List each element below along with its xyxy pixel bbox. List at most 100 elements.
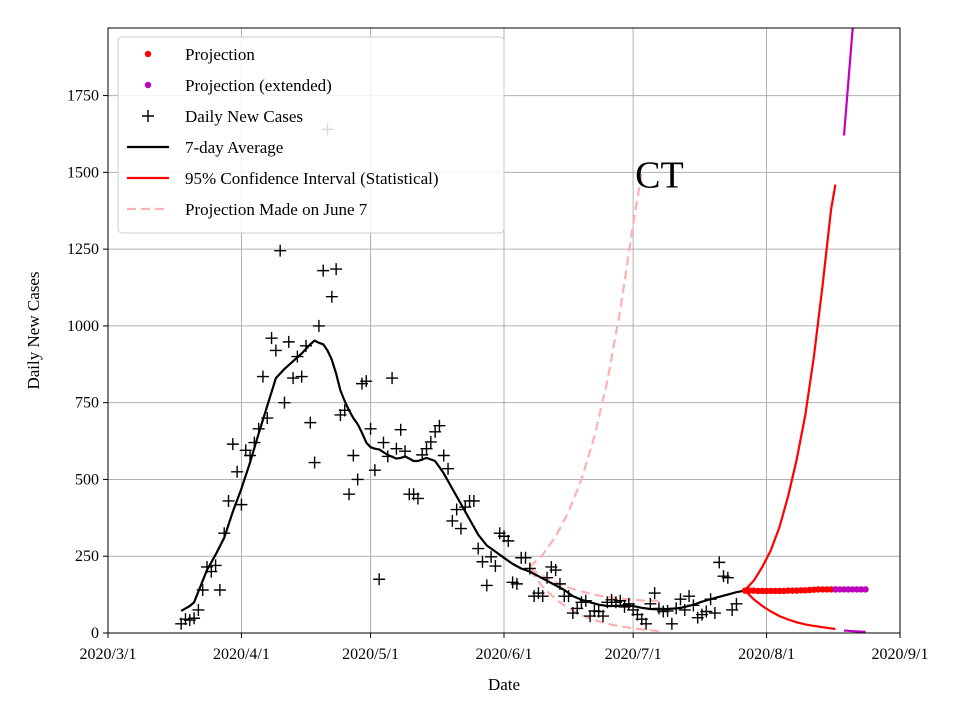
data-point <box>467 494 480 507</box>
series-projection-extended-3 <box>832 586 869 593</box>
data-point <box>640 617 653 630</box>
data-point <box>411 492 424 505</box>
data-point <box>476 555 489 568</box>
series-line <box>529 172 643 568</box>
data-point <box>420 442 433 455</box>
legend-label: Projection (extended) <box>185 76 332 95</box>
data-point <box>862 586 869 593</box>
data-point <box>269 344 282 357</box>
data-point <box>480 579 493 592</box>
series-unlabeled-line-9 <box>529 567 659 602</box>
series-95-confidence-interval-statistical-4 <box>744 184 837 591</box>
plot-area <box>175 28 869 633</box>
series-projection-made-on-june-7-8 <box>529 172 643 568</box>
data-point <box>424 435 437 448</box>
legend-label: 7-day Average <box>185 138 283 157</box>
data-point <box>536 590 549 603</box>
legend-entry: Projection (extended) <box>144 76 332 95</box>
series-line <box>842 28 854 136</box>
data-point <box>304 416 317 429</box>
x-tick-label: 2020/6/1 <box>476 646 533 663</box>
data-point <box>442 462 455 475</box>
legend-label: Projection <box>185 45 255 64</box>
data-point <box>519 551 532 564</box>
data-point <box>644 597 657 610</box>
annotation-label: CT <box>635 154 684 196</box>
data-point <box>265 332 278 345</box>
data-point <box>708 607 721 620</box>
data-point <box>721 571 734 584</box>
data-point <box>343 488 356 501</box>
data-point <box>622 597 635 610</box>
data-point <box>222 494 235 507</box>
x-axis: 2020/3/1 2020/4/1 2020/5/1 2020/6/1 2020/7/1… <box>80 633 929 663</box>
data-point <box>485 550 498 563</box>
data-point <box>700 605 713 618</box>
data-point <box>351 473 364 486</box>
legend-label: 95% Confidence Interval (Statistical) <box>185 169 439 188</box>
data-point <box>287 372 300 385</box>
data-point <box>213 584 226 597</box>
data-point <box>433 419 446 432</box>
data-point <box>235 498 248 511</box>
y-tick-label: 250 <box>75 548 99 565</box>
legend-label: Projection Made on June 7 <box>185 200 368 219</box>
series-line <box>744 184 837 591</box>
x-axis-label: Date <box>488 675 520 694</box>
legend: Projection Projection (extended) Daily New… <box>117 36 505 234</box>
data-point <box>278 396 291 409</box>
data-point <box>368 464 381 477</box>
data-point <box>274 244 287 257</box>
data-point <box>399 445 411 458</box>
x-tick-label: 2020/4/1 <box>213 646 270 663</box>
data-point <box>648 587 661 600</box>
data-point <box>360 375 373 388</box>
x-tick-label: 2020/5/1 <box>342 646 399 663</box>
series-line <box>843 629 866 633</box>
data-point <box>549 564 562 577</box>
data-point <box>510 577 523 590</box>
data-point <box>209 559 222 572</box>
legend-marker <box>142 110 154 122</box>
legend-box <box>117 36 505 234</box>
data-point <box>312 319 325 332</box>
data-point <box>192 603 205 616</box>
x-tick-label: 2020/8/1 <box>738 646 795 663</box>
legend-entry: Projection <box>144 45 255 64</box>
data-point <box>665 617 678 630</box>
series-line <box>744 589 836 631</box>
y-tick-label: 1500 <box>67 164 99 181</box>
data-point <box>472 542 485 555</box>
y-axis-label: Daily New Cases <box>24 271 43 389</box>
legend-entry: 95% Confidence Interval (Statistical) <box>127 169 439 188</box>
data-point <box>188 612 201 625</box>
legend-marker <box>144 50 152 58</box>
data-point <box>446 514 459 527</box>
y-tick-label: 1750 <box>67 88 99 105</box>
data-point <box>364 422 377 435</box>
data-point <box>325 290 338 303</box>
legend-label: Daily New Cases <box>185 107 303 126</box>
y-tick-label: 0 <box>91 625 99 642</box>
data-point <box>231 465 244 478</box>
series-line <box>529 567 659 602</box>
x-tick-label: 2020/9/1 <box>872 646 929 663</box>
data-point <box>661 604 674 617</box>
data-point <box>317 264 330 277</box>
data-point <box>256 370 269 383</box>
y-tick-label: 750 <box>75 395 99 412</box>
data-point <box>308 456 321 469</box>
series-line <box>528 569 660 633</box>
y-tick-label: 500 <box>75 471 99 488</box>
data-point <box>373 573 386 586</box>
data-point <box>437 449 450 462</box>
data-point <box>450 503 463 516</box>
data-point <box>502 534 515 547</box>
legend-entry: Daily New Cases <box>142 107 303 126</box>
data-point <box>386 372 399 385</box>
data-point <box>597 610 609 623</box>
data-point <box>726 603 739 616</box>
x-tick-label: 2020/3/1 <box>80 646 137 663</box>
series-unlabeled-line-7 <box>843 629 866 633</box>
data-point <box>295 370 308 383</box>
